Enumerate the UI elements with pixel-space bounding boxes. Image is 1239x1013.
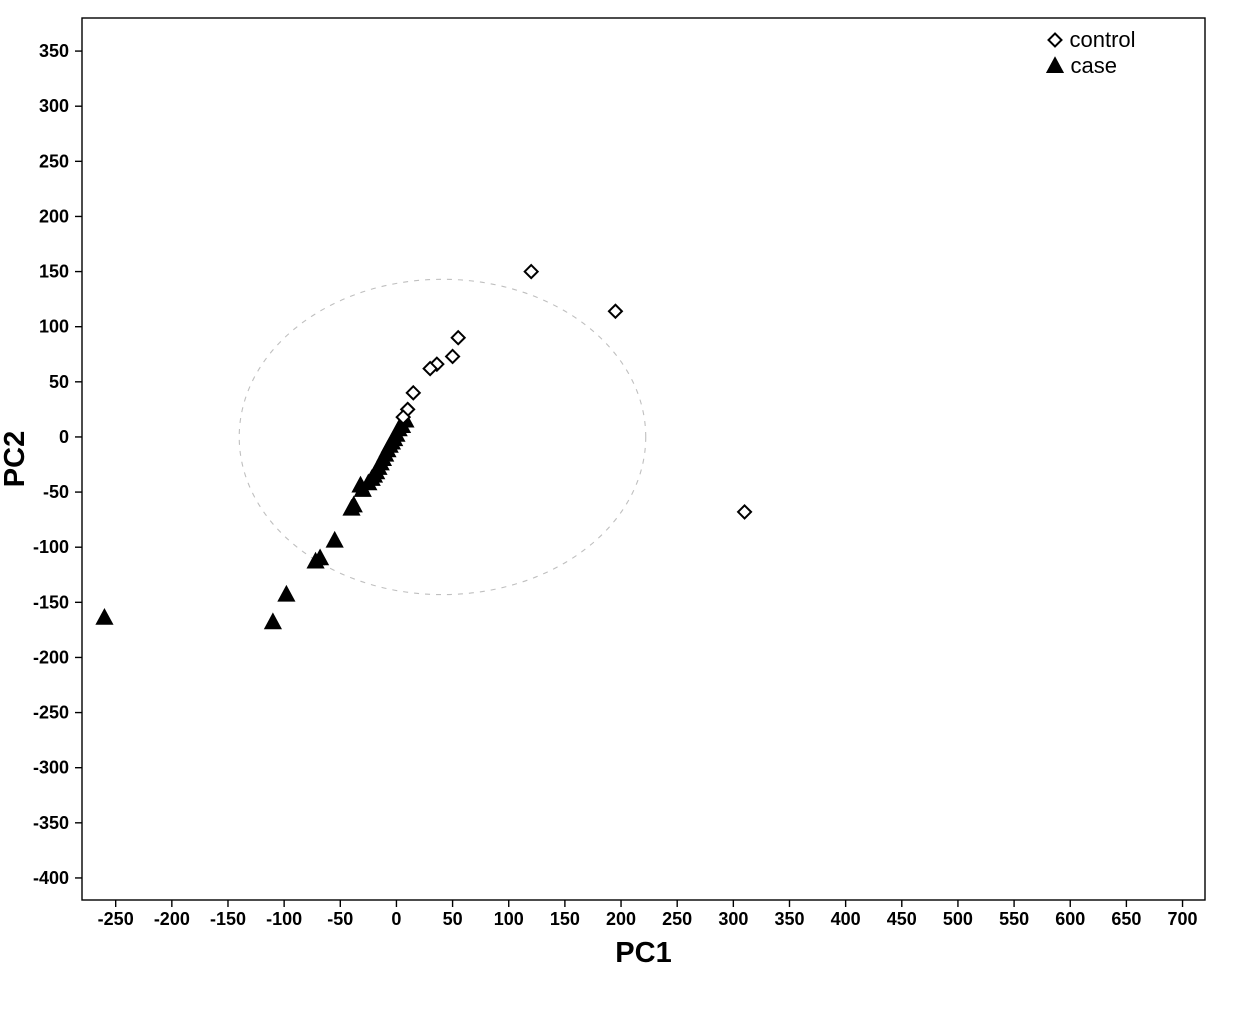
- x-tick-label: 400: [831, 909, 861, 929]
- x-tick-label: -100: [266, 909, 302, 929]
- x-tick-label: 50: [443, 909, 463, 929]
- y-tick-label: 100: [39, 317, 69, 337]
- y-tick-label: 0: [59, 427, 69, 447]
- x-tick-label: 500: [943, 909, 973, 929]
- x-tick-label: -250: [98, 909, 134, 929]
- y-tick-label: -200: [33, 647, 69, 667]
- scatter-plot: -250 -200 -150 -100 -50 0 50 100 150 200 250 300 350…: [0, 0, 1239, 1013]
- y-tick-label: -250: [33, 703, 69, 723]
- y-tick-label: 300: [39, 96, 69, 116]
- y-tick-label: -50: [43, 482, 69, 502]
- y-tick-label: -150: [33, 592, 69, 612]
- x-tick-label: 650: [1111, 909, 1141, 929]
- x-axis-label: PC1: [615, 937, 671, 969]
- x-tick-label: 350: [774, 909, 804, 929]
- y-tick-label: 50: [49, 372, 69, 392]
- y-tick-label: -300: [33, 758, 69, 778]
- x-tick-label: 250: [662, 909, 692, 929]
- x-tick-label: 0: [391, 909, 401, 929]
- x-tick-label: -200: [154, 909, 190, 929]
- x-tick-label: -50: [327, 909, 353, 929]
- chart-container: -250 -200 -150 -100 -50 0 50 100 150 200 250 300 350…: [0, 0, 1239, 1013]
- x-tick-label: 550: [999, 909, 1029, 929]
- legend-label-control: control: [1070, 27, 1136, 52]
- legend-label-case: case: [1071, 53, 1117, 78]
- x-tick-label: 100: [494, 909, 524, 929]
- x-tick-label: 200: [606, 909, 636, 929]
- y-tick-label: -100: [33, 537, 69, 557]
- y-tick-label: -400: [33, 868, 69, 888]
- y-axis-label: PC2: [0, 431, 31, 487]
- y-tick-label: 250: [39, 151, 69, 171]
- x-tick-label: 300: [718, 909, 748, 929]
- y-tick-label: 150: [39, 262, 69, 282]
- x-tick-label: 700: [1168, 909, 1198, 929]
- y-tick-label: 200: [39, 206, 69, 226]
- x-tick-label: -150: [210, 909, 246, 929]
- y-tick-label: -350: [33, 813, 69, 833]
- x-tick-label: 150: [550, 909, 580, 929]
- x-tick-label: 600: [1055, 909, 1085, 929]
- x-tick-label: 450: [887, 909, 917, 929]
- y-tick-label: 350: [39, 41, 69, 61]
